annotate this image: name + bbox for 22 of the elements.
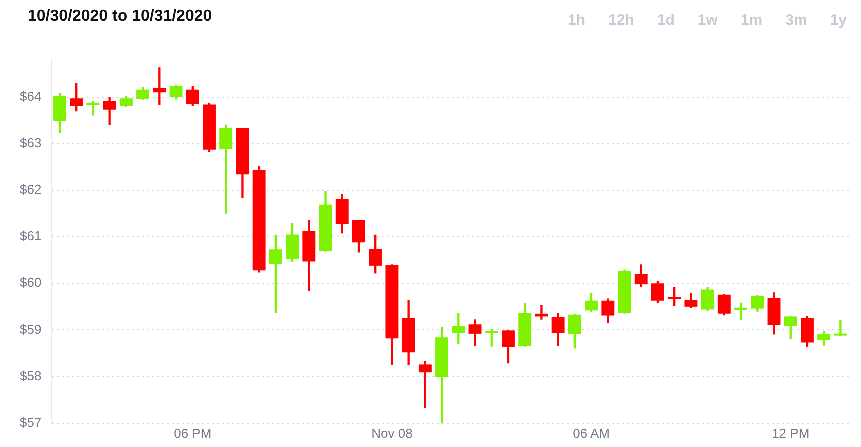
y-tick-label: $64	[20, 88, 42, 104]
y-tick-label: $63	[20, 135, 42, 150]
x-tick-label: 06 PM	[174, 426, 212, 441]
text: 3m	[784, 11, 808, 31]
text: 1y	[829, 11, 848, 31]
x-tick-label: 12 PM	[772, 426, 810, 441]
text: 12h	[608, 11, 636, 31]
y-tick-label: $60	[20, 275, 42, 290]
text: 1m	[740, 11, 764, 31]
text: 1h	[567, 11, 587, 31]
y-tick-label: $57	[20, 414, 42, 430]
y-tick-label: $61	[20, 228, 42, 244]
chart-title: 10/30/2020 to 10/31/2020	[28, 8, 212, 26]
y-tick-label: $62	[20, 182, 42, 198]
text: 1w	[696, 11, 719, 31]
candlestick	[535, 305, 548, 320]
text: 1d	[656, 11, 676, 31]
y-tick-label: $59	[20, 322, 42, 337]
x-tick-label: 06 AM	[573, 426, 610, 441]
candlestick	[834, 320, 848, 336]
y-tick-label: $58	[20, 368, 42, 384]
x-tick-label: Nov 08	[372, 426, 413, 441]
